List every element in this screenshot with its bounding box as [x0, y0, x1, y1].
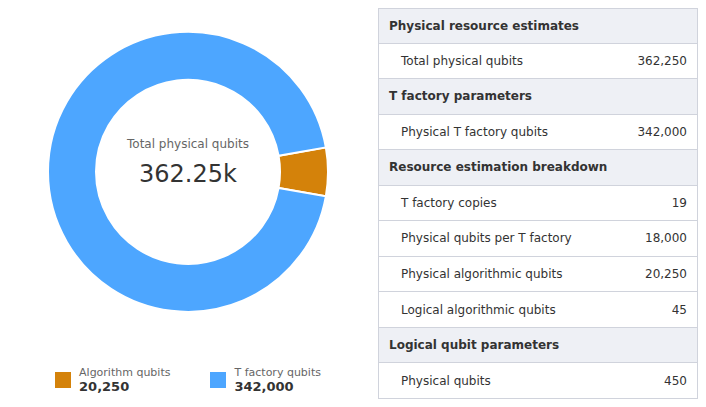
html-text:20,250: 20,250: [79, 379, 130, 394]
svg-text:362.25k: 362.25k: [139, 160, 237, 188]
html-text:Physical qubits per T factory: Physical qubits per T factory: [401, 231, 572, 246]
html-text:450: 450: [664, 373, 687, 388]
html-text:Logical qubit parameters: Logical qubit parameters: [389, 338, 560, 352]
html-text:45: 45: [671, 302, 687, 317]
html-text:19: 19: [671, 195, 687, 210]
html-text:Resource estimation breakdown: Resource estimation breakdown: [389, 160, 608, 175]
html-text:Physical qubits: Physical qubits: [401, 373, 491, 388]
html-text:T factory parameters: T factory parameters: [389, 89, 532, 104]
html-text:Total physical qubits: Total physical qubits: [401, 53, 523, 68]
html-text:20,250: 20,250: [645, 267, 687, 281]
html-text:T factory copies: T factory copies: [401, 195, 497, 210]
html-text:362,250: 362,250: [637, 53, 687, 68]
html-text:Algorithm qubits: Algorithm qubits: [79, 366, 171, 379]
html-text:Physical resource estimates: Physical resource estimates: [389, 18, 579, 33]
html-text:Physical algorithmic qubits: Physical algorithmic qubits: [401, 267, 563, 281]
html-text:Logical algorithmic qubits: Logical algorithmic qubits: [401, 302, 556, 317]
html-text:18,000: 18,000: [645, 231, 687, 246]
svg-text:Total physical qubits: Total physical qubits: [126, 137, 249, 151]
html-text:T factory qubits: T factory qubits: [234, 366, 321, 379]
html-text:Physical T factory qubits: Physical T factory qubits: [401, 124, 548, 139]
html-text:342,000: 342,000: [637, 124, 687, 139]
html-text:342,000: 342,000: [234, 379, 294, 394]
